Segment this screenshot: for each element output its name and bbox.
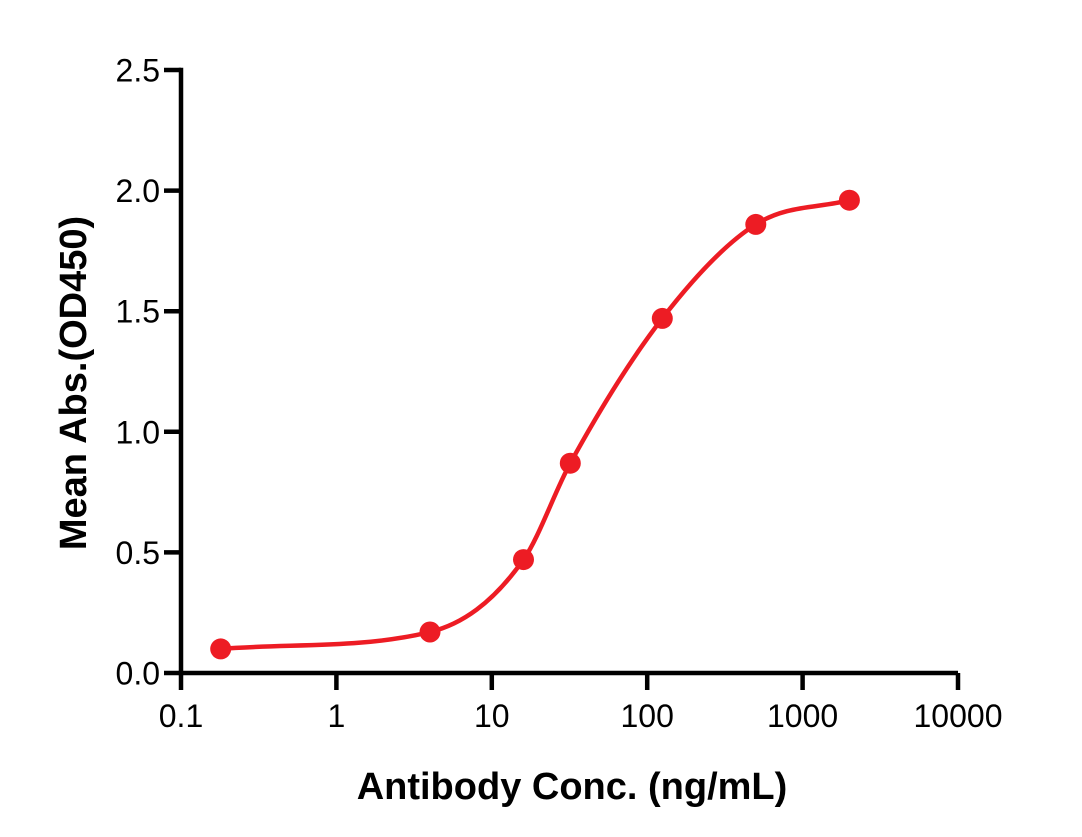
data-point bbox=[513, 549, 534, 571]
x-tick-label: 10 bbox=[474, 698, 510, 734]
axes-layer bbox=[178, 67, 958, 676]
y-tick-label: 0.0 bbox=[116, 656, 160, 692]
x-tick-label: 0.1 bbox=[159, 698, 203, 734]
x-tick-label: 100 bbox=[621, 698, 674, 734]
data-point bbox=[651, 307, 673, 329]
y-tick-label: 2.0 bbox=[116, 173, 160, 209]
y-tick-label: 1.0 bbox=[116, 414, 160, 450]
data-point bbox=[559, 452, 581, 474]
y-tick-label: 2.5 bbox=[116, 53, 160, 89]
data-point bbox=[745, 213, 767, 235]
tick-layer bbox=[164, 67, 961, 690]
data-point bbox=[210, 638, 232, 660]
data-point bbox=[419, 621, 441, 643]
series-layer bbox=[210, 189, 860, 660]
fit-curve-line bbox=[218, 197, 852, 652]
x-tick-label: 1000 bbox=[767, 698, 838, 734]
y-tick-label: 1.5 bbox=[116, 294, 160, 330]
tick-label-layer: 0.1 1 10 100 1000 10000 0.0 0.5 1.0 1.5 2.0 2.5 bbox=[116, 53, 1003, 735]
x-axis-title: Antibody Conc. (ng/mL) bbox=[357, 766, 788, 808]
x-tick-label: 10000 bbox=[914, 698, 1003, 734]
y-axis-title: Mean Abs.(OD450) bbox=[53, 216, 95, 550]
data-point bbox=[838, 189, 860, 211]
y-tick-label: 0.5 bbox=[116, 535, 160, 571]
x-tick-label: 1 bbox=[328, 698, 346, 734]
